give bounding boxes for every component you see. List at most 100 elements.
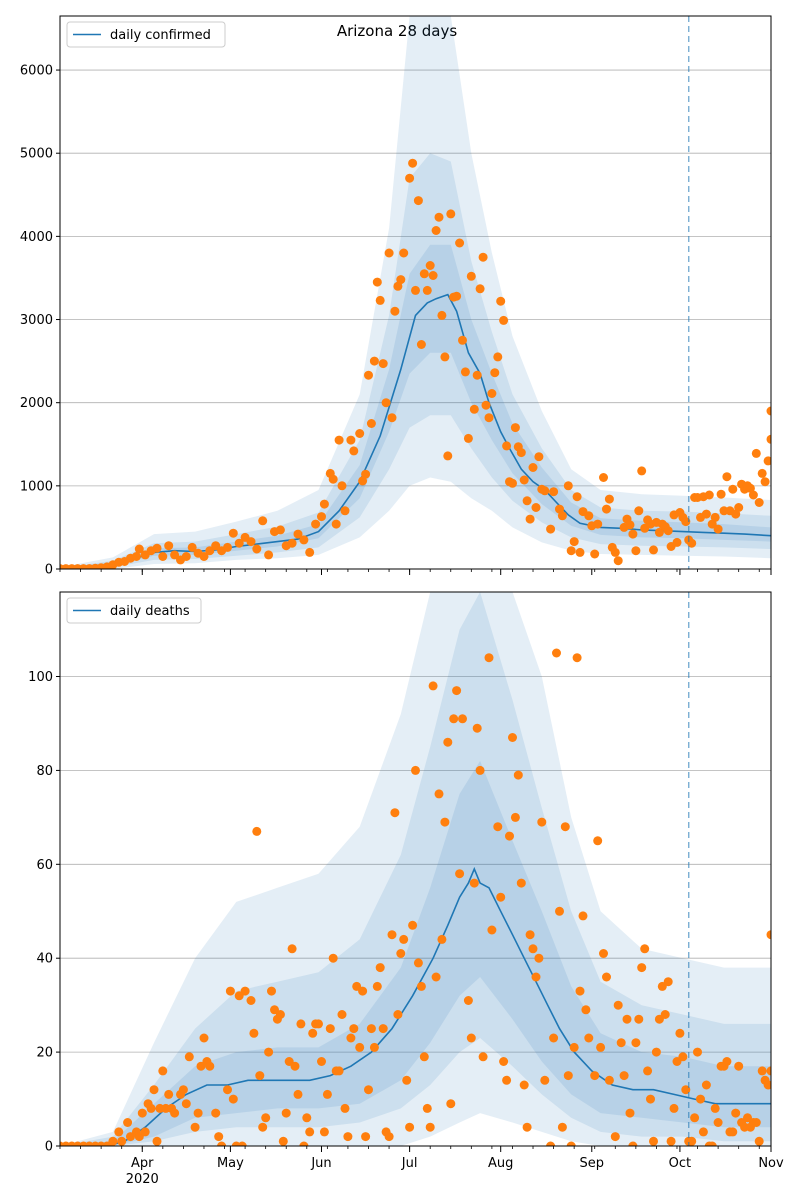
- observed-point: [193, 1108, 203, 1118]
- observed-point: [311, 519, 321, 529]
- observed-point: [469, 878, 479, 888]
- observed-point: [293, 1089, 303, 1099]
- observed-point: [437, 310, 447, 320]
- observed-point: [296, 1019, 306, 1029]
- y-tick-label: 100: [28, 670, 53, 685]
- observed-point: [431, 972, 441, 982]
- observed-point: [134, 544, 144, 554]
- observed-point: [264, 1047, 274, 1057]
- observed-point: [411, 765, 420, 775]
- observed-point: [443, 451, 453, 461]
- observed-point: [575, 547, 585, 557]
- observed-point: [581, 1005, 591, 1015]
- observed-point: [164, 541, 174, 551]
- observed-point: [440, 352, 450, 362]
- observed-point: [384, 248, 394, 258]
- x-tick-label: May: [217, 1156, 244, 1171]
- observed-point: [425, 261, 435, 270]
- observed-point: [463, 433, 473, 443]
- observed-point: [358, 986, 368, 996]
- observed-point: [687, 538, 697, 548]
- observed-point: [372, 981, 382, 991]
- median-line: [60, 866, 771, 1146]
- observed-point: [158, 552, 168, 561]
- legend-box: [66, 597, 202, 624]
- observed-point: [619, 1071, 629, 1081]
- observed-point: [687, 1136, 697, 1146]
- observed-point: [399, 248, 409, 258]
- observed-point: [599, 949, 608, 958]
- y-tick-label: 5000: [20, 147, 53, 162]
- observed-point: [372, 277, 382, 287]
- observed-point: [613, 1000, 623, 1010]
- observed-point: [672, 537, 682, 547]
- observed-point: [223, 542, 232, 552]
- observed-point: [496, 892, 506, 902]
- x-tick-label: Apr: [131, 1156, 154, 1171]
- observed-point: [466, 271, 476, 281]
- y-tick-label: 20: [36, 1046, 53, 1061]
- observed-point: [748, 490, 758, 500]
- x-tick-label: Jul: [401, 1156, 418, 1171]
- y-tick-label: 60: [36, 858, 53, 873]
- x-tick-label: Oct: [669, 1156, 691, 1171]
- observed-point: [557, 1122, 567, 1132]
- observed-point: [513, 770, 523, 780]
- observed-point: [651, 1047, 661, 1057]
- observed-point: [531, 503, 541, 512]
- observed-point: [590, 1071, 600, 1081]
- observed-point: [660, 1010, 670, 1019]
- observed-point: [275, 1010, 285, 1019]
- y-tick-label: 6000: [20, 64, 53, 79]
- observed-point: [387, 930, 397, 940]
- observed-point: [628, 1141, 638, 1146]
- observed-point: [343, 1132, 353, 1142]
- observed-point: [246, 537, 256, 547]
- observed-point: [625, 1108, 635, 1118]
- x-tick-label: Nov: [758, 1156, 784, 1171]
- observed-point: [745, 483, 755, 493]
- observed-point: [637, 963, 647, 973]
- observed-point: [751, 1118, 761, 1127]
- observed-point: [552, 648, 561, 658]
- observed-point: [707, 1141, 717, 1146]
- observed-point: [634, 506, 644, 516]
- observed-point: [604, 494, 614, 504]
- observed-point: [137, 1108, 147, 1118]
- observed-point: [449, 714, 459, 724]
- observed-point: [728, 1127, 738, 1137]
- observed-point: [131, 552, 141, 561]
- observed-point: [393, 1010, 403, 1019]
- observed-point: [416, 340, 426, 349]
- observed-point: [540, 486, 550, 496]
- observed-point: [499, 315, 509, 325]
- observed-point: [184, 1052, 194, 1062]
- observed-point: [361, 469, 371, 479]
- observed-point: [422, 1103, 432, 1113]
- observed-point: [505, 831, 514, 841]
- observed-point: [346, 1033, 356, 1043]
- observed-point: [187, 542, 197, 552]
- observed-point: [331, 519, 341, 529]
- observed-point: [649, 545, 658, 555]
- observed-point: [337, 1010, 347, 1019]
- observed-point: [610, 547, 620, 557]
- observed-point: [452, 686, 462, 696]
- observed-point: [325, 1024, 335, 1034]
- observed-point: [319, 1127, 329, 1137]
- observed-point: [599, 473, 608, 482]
- observed-point: [734, 1061, 744, 1071]
- observed-point: [763, 456, 771, 466]
- observed-point: [531, 972, 541, 982]
- observed-point: [584, 1033, 594, 1043]
- observed-point: [478, 252, 488, 262]
- observed-point: [528, 944, 538, 954]
- observed-point: [364, 370, 373, 380]
- x-tick-label: Jun: [310, 1156, 331, 1171]
- observed-point: [223, 1085, 232, 1095]
- observed-point: [590, 549, 600, 559]
- observed-point: [237, 1141, 247, 1146]
- observed-point: [575, 986, 585, 996]
- observed-point: [528, 463, 538, 472]
- observed-point: [416, 981, 426, 991]
